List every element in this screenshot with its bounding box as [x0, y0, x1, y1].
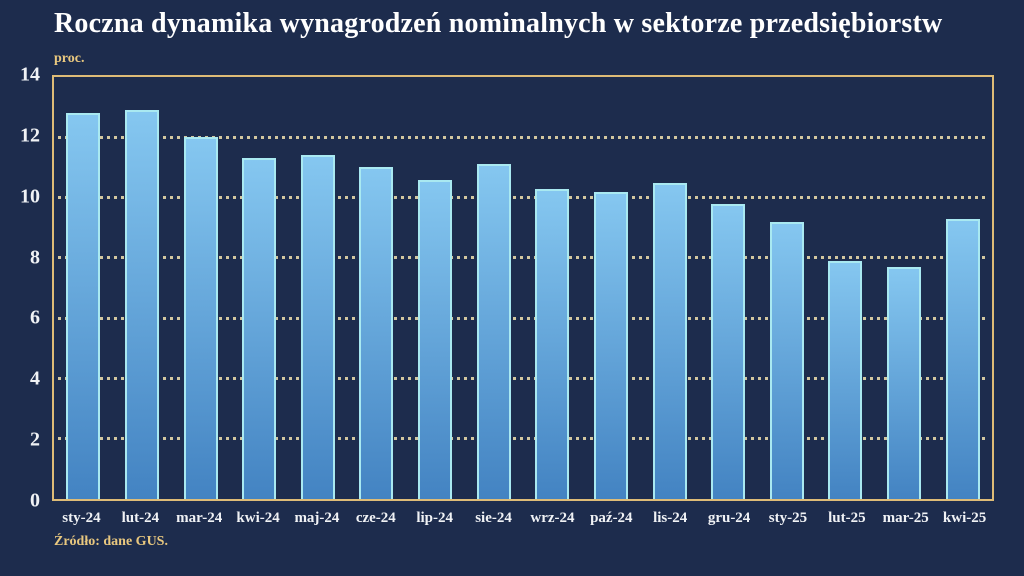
bar-slot-sty-24 — [54, 77, 113, 499]
bar-sty-24 — [66, 113, 101, 499]
bar-slot-lis-24 — [640, 77, 699, 499]
x-tick-label-sie-24: sie-24 — [475, 510, 512, 526]
bar-slot-wrz-24 — [523, 77, 582, 499]
bar-gru-24 — [711, 203, 746, 499]
x-tick-label-sty-25: sty-25 — [768, 510, 808, 526]
gridline-10 — [58, 196, 988, 200]
x-tick-label-gru-24: gru-24 — [707, 510, 751, 526]
y-axis: 0 2 4 6 8 10 12 14 — [0, 64, 40, 512]
x-tick-label-mar-25: mar-25 — [882, 510, 929, 526]
bar-slot-kwi-25 — [933, 77, 992, 499]
page-title: Roczna dynamika wynagrodzeń nominalnych … — [54, 8, 943, 39]
gridline-6 — [58, 316, 988, 320]
y-tick-label-6: 6 — [30, 306, 40, 329]
x-axis: sty-24 lut-24 mar-24 kwi-24 maj-24 cze-24 lip-… — [52, 506, 994, 530]
gridline-4 — [58, 376, 988, 380]
bar-lis-24 — [652, 182, 687, 499]
bar-mar-25 — [887, 266, 922, 499]
source-note: Źródło: dane GUS. — [54, 534, 168, 549]
x-tick-label-wrz-24: wrz-24 — [530, 510, 575, 526]
gridline-12 — [58, 135, 988, 139]
bar-maj-24 — [300, 155, 335, 499]
bar-sie-24 — [476, 164, 511, 499]
bar-slot-mar-25 — [875, 77, 934, 499]
bar-sty-25 — [769, 221, 804, 499]
x-tick-label-sty-24: sty-24 — [62, 510, 101, 526]
y-tick-label-2: 2 — [30, 428, 40, 451]
bar-lut-25 — [828, 260, 863, 499]
bar-slot-kwi-24 — [230, 77, 289, 499]
x-tick-label-paź-24: paź-24 — [590, 510, 633, 526]
x-tick-label-lis-24: lis-24 — [653, 510, 688, 526]
gridline-2 — [58, 437, 988, 441]
x-tick-label-mar-24: mar-24 — [176, 510, 223, 526]
y-tick-label-14: 14 — [20, 63, 40, 86]
y-tick-label-0: 0 — [30, 489, 40, 512]
bar-mar-24 — [183, 137, 218, 499]
bar-slot-gru-24 — [699, 77, 758, 499]
x-tick-label-maj-24: maj-24 — [294, 510, 340, 526]
bar-slot-paź-24 — [582, 77, 641, 499]
y-tick-label-10: 10 — [20, 185, 40, 208]
y-tick-label-8: 8 — [30, 246, 40, 269]
bar-slot-lip-24 — [406, 77, 465, 499]
x-tick-label-lut-25: lut-25 — [828, 510, 866, 526]
bar-slot-lut-25 — [816, 77, 875, 499]
bar-cze-24 — [359, 167, 394, 499]
bar-lip-24 — [418, 179, 453, 499]
bar-wrz-24 — [535, 188, 570, 499]
bar-kwi-24 — [242, 158, 277, 499]
bar-slot-lut-24 — [113, 77, 172, 499]
x-tick-label-lip-24: lip-24 — [416, 510, 454, 526]
gridlines — [54, 77, 992, 499]
bar-slot-maj-24 — [289, 77, 348, 499]
bar-slot-sie-24 — [464, 77, 523, 499]
bar-series — [54, 77, 992, 499]
bar-slot-sty-25 — [758, 77, 817, 499]
bar-paź-24 — [593, 191, 628, 499]
x-tick-label-kwi-25: kwi-25 — [942, 510, 987, 526]
bar-slot-cze-24 — [347, 77, 406, 499]
chart-plot-area — [52, 75, 994, 501]
x-tick-label-cze-24: cze-24 — [355, 510, 396, 526]
x-tick-label-kwi-24: kwi-24 — [236, 510, 280, 526]
y-tick-label-12: 12 — [20, 124, 40, 147]
bar-slot-mar-24 — [171, 77, 230, 499]
bar-lut-24 — [124, 110, 159, 499]
bar-kwi-25 — [945, 218, 980, 499]
y-tick-label-4: 4 — [30, 367, 40, 390]
x-tick-label-lut-24: lut-24 — [121, 510, 160, 526]
gridline-8 — [58, 256, 988, 260]
y-axis-unit-label: proc. — [54, 51, 85, 66]
